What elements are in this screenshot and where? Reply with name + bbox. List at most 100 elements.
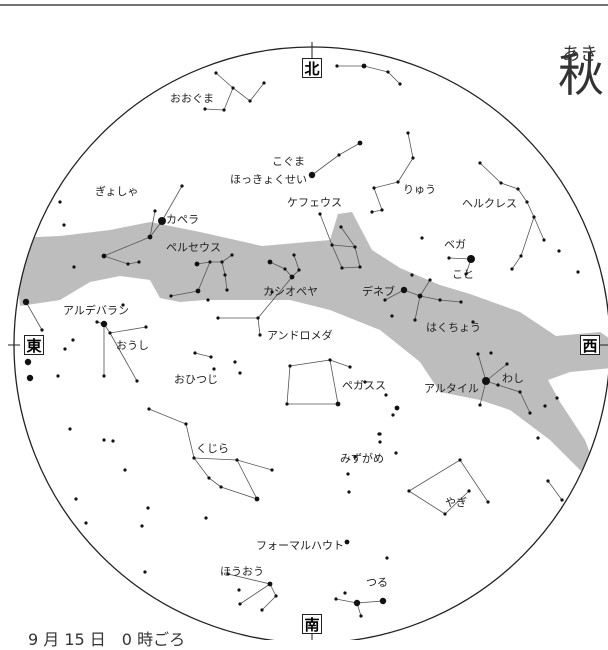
constellation-line	[149, 210, 156, 238]
star	[359, 614, 363, 618]
label-mizugame: みずがめ	[340, 452, 384, 465]
star	[267, 581, 273, 587]
star	[576, 270, 580, 274]
label-arutairu: アルタイル	[424, 382, 479, 395]
star	[214, 71, 218, 75]
star	[169, 294, 173, 298]
label-kujira: くじら	[196, 442, 229, 455]
star	[95, 320, 99, 324]
label-hokkyokusei: ほっきょくせい	[230, 173, 307, 186]
label-hakuchou: はくちょう	[426, 321, 481, 334]
star	[102, 374, 106, 378]
constellation-line	[227, 573, 277, 611]
date-caption: 9 月 15 日 0 時ごろ	[28, 630, 186, 649]
label-washi: わし	[502, 372, 524, 385]
star	[428, 278, 432, 282]
star	[546, 479, 550, 483]
label-foumaruhauto: フォーマルハウト	[256, 539, 344, 552]
constellation-line	[215, 72, 265, 102]
star	[394, 405, 400, 411]
star	[68, 427, 72, 431]
star	[505, 362, 509, 366]
star	[353, 245, 357, 249]
label-kashiopeya: カシオペヤ	[263, 285, 318, 298]
star	[443, 512, 447, 516]
star	[353, 455, 357, 459]
star	[532, 215, 536, 219]
direction-west: 西	[580, 335, 600, 355]
star	[383, 298, 387, 302]
star	[519, 254, 523, 258]
constellation-line	[319, 213, 361, 269]
star	[411, 156, 415, 160]
star	[385, 556, 389, 560]
constellation-line	[384, 289, 405, 301]
star	[208, 260, 212, 264]
star	[337, 153, 341, 157]
constellation-line	[329, 359, 351, 368]
star	[194, 261, 200, 267]
star	[328, 358, 332, 362]
star	[353, 599, 361, 607]
direction-east: 東	[24, 335, 44, 355]
star	[330, 243, 334, 247]
label-ooguma: おおぐま	[170, 92, 214, 105]
star	[391, 413, 395, 417]
star	[56, 374, 60, 378]
star	[340, 266, 344, 270]
star	[184, 422, 188, 426]
star	[346, 472, 350, 476]
star	[143, 570, 147, 574]
star	[108, 331, 112, 335]
star	[499, 181, 503, 185]
star	[258, 333, 262, 337]
star	[347, 490, 351, 494]
constellation-line	[257, 276, 293, 319]
star	[102, 438, 106, 442]
star	[396, 180, 400, 184]
direction-north: 北	[302, 58, 322, 78]
star	[458, 458, 462, 462]
star	[203, 107, 207, 111]
star	[135, 379, 139, 383]
star	[339, 225, 343, 229]
constellation-line	[236, 459, 258, 500]
star	[471, 320, 475, 324]
star	[206, 298, 210, 302]
star	[377, 432, 381, 436]
star	[489, 351, 493, 355]
star	[24, 358, 32, 366]
star	[137, 260, 141, 264]
constellation-line	[194, 352, 212, 358]
star	[220, 260, 224, 264]
star	[111, 439, 115, 443]
star	[84, 521, 88, 525]
constellation-line	[511, 216, 535, 270]
star	[193, 351, 197, 355]
constellation-line	[161, 185, 183, 222]
star	[238, 371, 242, 375]
star	[496, 383, 500, 387]
star	[358, 265, 362, 269]
star	[204, 516, 208, 520]
star	[536, 436, 540, 440]
star	[318, 212, 322, 216]
label-yagi: やぎ	[445, 496, 467, 509]
constellation-line	[403, 289, 462, 303]
constellation-line	[485, 363, 508, 382]
star	[123, 468, 127, 472]
star	[370, 210, 374, 214]
star	[410, 273, 414, 277]
label-kefeusu: ケフェウス	[287, 196, 342, 209]
star	[525, 200, 529, 204]
star	[140, 524, 144, 528]
star	[406, 131, 410, 135]
star	[482, 377, 490, 385]
star	[394, 451, 398, 455]
star	[212, 367, 216, 371]
star	[285, 402, 289, 406]
star	[379, 597, 387, 605]
label-ohitsuji: おひつじ	[174, 373, 218, 386]
constellation-line	[340, 226, 356, 248]
star	[486, 500, 490, 504]
